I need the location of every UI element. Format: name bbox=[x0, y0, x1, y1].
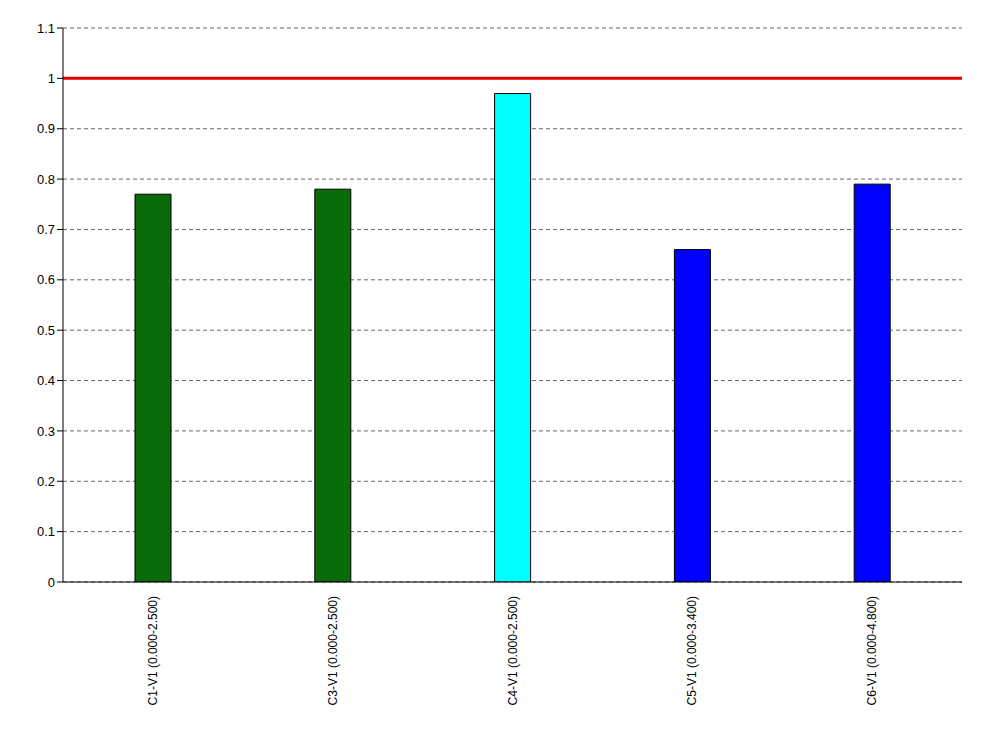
svg-text:1: 1 bbox=[48, 71, 55, 86]
svg-text:0.6: 0.6 bbox=[37, 272, 55, 287]
svg-text:C1-V1 (0.000-2.500): C1-V1 (0.000-2.500) bbox=[146, 596, 160, 705]
svg-text:C6-V1 (0.000-4.800): C6-V1 (0.000-4.800) bbox=[865, 596, 879, 705]
svg-text:0.8: 0.8 bbox=[37, 172, 55, 187]
svg-text:0.3: 0.3 bbox=[37, 424, 55, 439]
svg-text:0.4: 0.4 bbox=[37, 373, 55, 388]
svg-text:0.5: 0.5 bbox=[37, 323, 55, 338]
svg-text:C5-V1 (0.000-3.400): C5-V1 (0.000-3.400) bbox=[685, 596, 699, 705]
svg-text:0.7: 0.7 bbox=[37, 222, 55, 237]
svg-text:C4-V1 (0.000-2.500): C4-V1 (0.000-2.500) bbox=[506, 596, 520, 705]
svg-text:1.1: 1.1 bbox=[37, 21, 55, 36]
svg-text:C3-V1 (0.000-2.500): C3-V1 (0.000-2.500) bbox=[326, 596, 340, 705]
svg-text:0: 0 bbox=[48, 575, 55, 590]
svg-text:0.1: 0.1 bbox=[37, 524, 55, 539]
svg-text:0.9: 0.9 bbox=[37, 121, 55, 136]
svg-text:0.2: 0.2 bbox=[37, 474, 55, 489]
